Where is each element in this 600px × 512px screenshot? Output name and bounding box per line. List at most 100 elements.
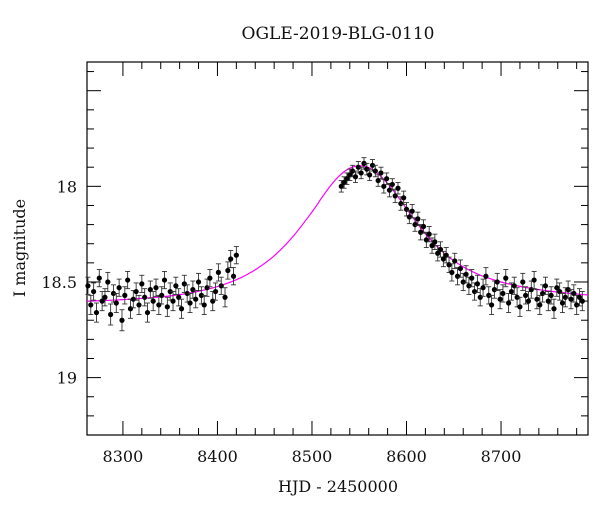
data-marker [159,292,165,298]
data-marker [139,281,145,287]
data-marker [350,168,356,174]
data-point [429,237,435,254]
data-marker [531,277,537,283]
data-marker [426,231,432,237]
data-marker [571,290,577,297]
x-tick-label: 8700 [481,447,522,466]
data-point [531,271,537,290]
data-point [480,278,486,297]
data-marker [523,292,529,298]
data-marker [381,183,387,189]
data-point [497,289,503,310]
data-marker [119,317,125,323]
data-marker [537,302,543,308]
data-point [156,294,162,315]
data-marker [483,273,489,279]
data-point [85,276,91,295]
data-marker [372,168,378,174]
data-point [375,174,381,187]
data-marker [389,181,395,188]
data-marker [420,223,427,230]
data-marker [517,304,523,310]
data-point [195,272,202,292]
data-marker [181,281,187,287]
data-marker [460,279,466,285]
data-marker [91,288,97,295]
data-marker [565,287,571,293]
data-marker [494,279,500,285]
data-marker [367,172,373,178]
data-marker [401,195,407,201]
data-point [565,280,571,299]
data-point [554,278,560,297]
data-marker [412,221,418,228]
data-marker [559,300,566,306]
data-marker [457,265,463,272]
data-marker [212,288,219,295]
data-point [341,176,347,189]
data-marker [133,288,139,295]
axis-ticks: 8300 8400 8500 8600 8700 18 18.5 19 [41,62,588,466]
data-point [201,294,207,315]
data-point [474,274,481,293]
data-point [352,170,359,183]
y-tick-label: 18.5 [41,273,77,292]
data-point [398,196,404,211]
x-tick-label: 8300 [103,447,144,466]
data-point [170,291,176,312]
data-marker [551,306,557,312]
data-marker [204,285,210,291]
data-marker [99,298,105,304]
data-point [176,288,182,307]
data-marker [452,258,458,264]
data-point [181,274,187,293]
data-marker [574,302,580,308]
x-axis-label: HJD - 2450000 [278,477,398,496]
data-marker [437,246,444,253]
data-point [150,291,156,312]
data-point [347,168,353,182]
data-marker [144,309,151,316]
data-marker [85,283,91,289]
data-marker [488,302,495,308]
data-marker [127,306,134,312]
data-point [139,274,145,293]
data-point [426,226,432,243]
data-marker [486,292,492,298]
data-marker [384,176,390,182]
data-point [440,250,446,268]
data-marker [230,273,237,279]
data-marker [201,302,207,308]
data-marker [125,277,131,283]
data-marker [514,294,520,300]
data-marker [352,174,359,180]
data-marker [187,300,193,306]
data-point [401,190,407,205]
data-point [576,288,583,307]
data-point [125,271,131,290]
data-point [435,245,441,262]
data-marker [225,267,231,274]
data-point [551,298,557,319]
data-marker [548,292,554,298]
data-marker [557,288,563,295]
data-point [96,269,102,288]
data-point [122,286,128,305]
data-marker [170,298,176,304]
data-marker [429,243,435,249]
data-point [568,289,574,310]
data-point [517,296,523,317]
data-point [105,271,111,292]
data-marker [150,298,156,304]
data-point [395,182,401,195]
data-marker [190,287,196,293]
data-point [508,282,515,301]
data-marker [233,252,239,258]
data-point [432,233,438,250]
data-point [142,288,148,307]
data-point [116,278,122,297]
data-point [562,287,568,308]
data-point [136,294,142,315]
data-point [384,172,390,185]
data-marker [173,283,179,289]
